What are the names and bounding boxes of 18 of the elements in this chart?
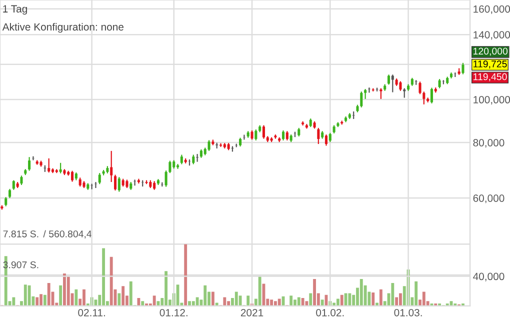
x-tick-label: 01.02. — [316, 308, 344, 316]
x-tick-label: 01.12. — [160, 308, 188, 316]
y-tick-label: 160,000 — [474, 5, 510, 14]
y-tick-label: 60,000 — [473, 194, 504, 204]
y-tick-label: 100,000 — [474, 96, 510, 105]
text: 119,450 — [474, 73, 507, 82]
x-tick-label: 2021 — [240, 308, 264, 316]
y2-tick-label: 7.815 S. — [3, 230, 38, 238]
y-tick-label: 40,000 — [473, 272, 504, 282]
y-tick-label: 140,000 — [474, 31, 510, 40]
text: Aktive Konfiguration: none — [2, 22, 124, 33]
annotation: / 560.804,4 — [43, 230, 92, 239]
x-tick-label: 02.11. — [78, 308, 105, 316]
text: 119,725 — [474, 60, 507, 69]
y-tick-label: 80,000 — [473, 139, 504, 148]
chart-title: 1 Tag — [3, 5, 27, 15]
x-tick-label: 01.03. — [394, 308, 422, 316]
text: 120,000 — [474, 48, 508, 56]
